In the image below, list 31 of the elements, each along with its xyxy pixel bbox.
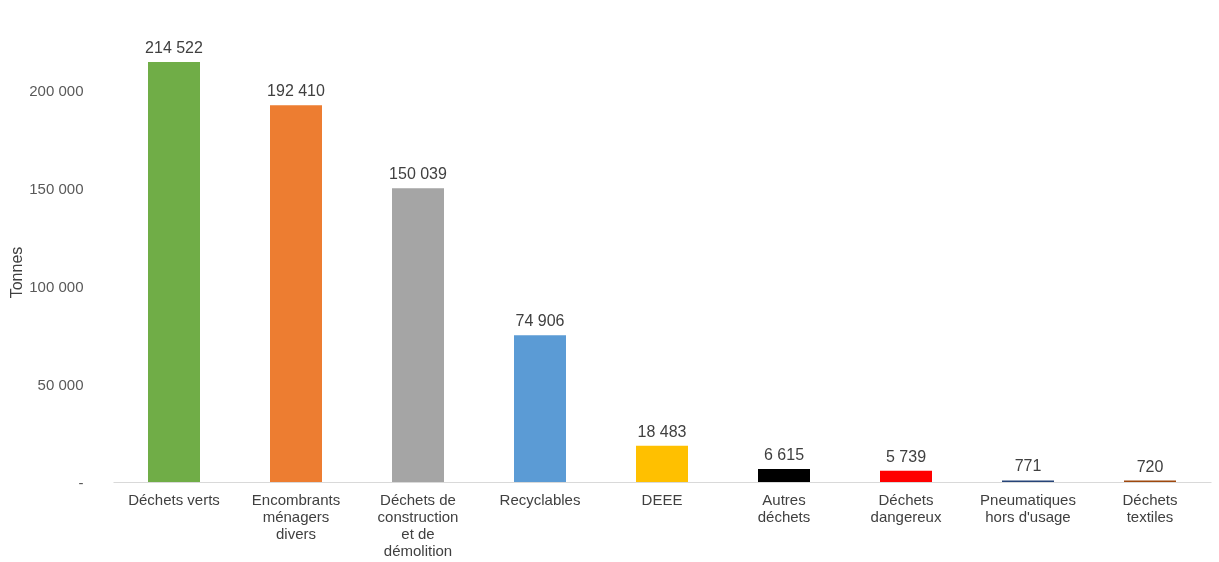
data-label: 6 615 xyxy=(763,446,805,464)
x-tick-label: Déchets de construction et de démolition xyxy=(377,490,459,559)
x-tick-label: Autres déchets xyxy=(757,490,811,525)
bar xyxy=(514,335,566,482)
x-tick-label: Déchets verts xyxy=(128,490,220,508)
bar xyxy=(636,445,688,482)
x-tick-label: Déchets textiles xyxy=(1122,490,1178,525)
y-tick-label: 200 000 xyxy=(29,81,84,99)
x-tick-label: Pneumatiques hors d'usage xyxy=(980,490,1076,525)
y-tick-label: 100 000 xyxy=(29,277,84,295)
y-tick-label: - xyxy=(78,473,84,491)
y-tick-label: 50 000 xyxy=(37,375,84,393)
x-tick-label: DEEE xyxy=(641,490,683,508)
x-tick-label: Encombrants ménagers divers xyxy=(251,490,341,542)
data-label: 720 xyxy=(1136,457,1164,475)
x-tick-label: Déchets dangereux xyxy=(870,490,942,525)
data-label: 214 522 xyxy=(145,39,204,56)
data-label: 771 xyxy=(1014,457,1042,475)
data-label: 192 410 xyxy=(267,82,326,100)
y-axis-title: Tonnes xyxy=(8,246,26,299)
data-label: 18 483 xyxy=(637,422,687,440)
bar xyxy=(148,62,200,482)
data-label: 5 739 xyxy=(885,447,927,465)
bar xyxy=(880,470,932,482)
bar xyxy=(392,188,444,482)
bar xyxy=(758,469,810,482)
data-label: 150 039 xyxy=(389,165,448,183)
bar xyxy=(270,105,322,482)
x-tick-label: Recyclables xyxy=(499,490,581,508)
data-label: 74 906 xyxy=(515,312,565,330)
y-tick-label: 150 000 xyxy=(29,179,84,197)
